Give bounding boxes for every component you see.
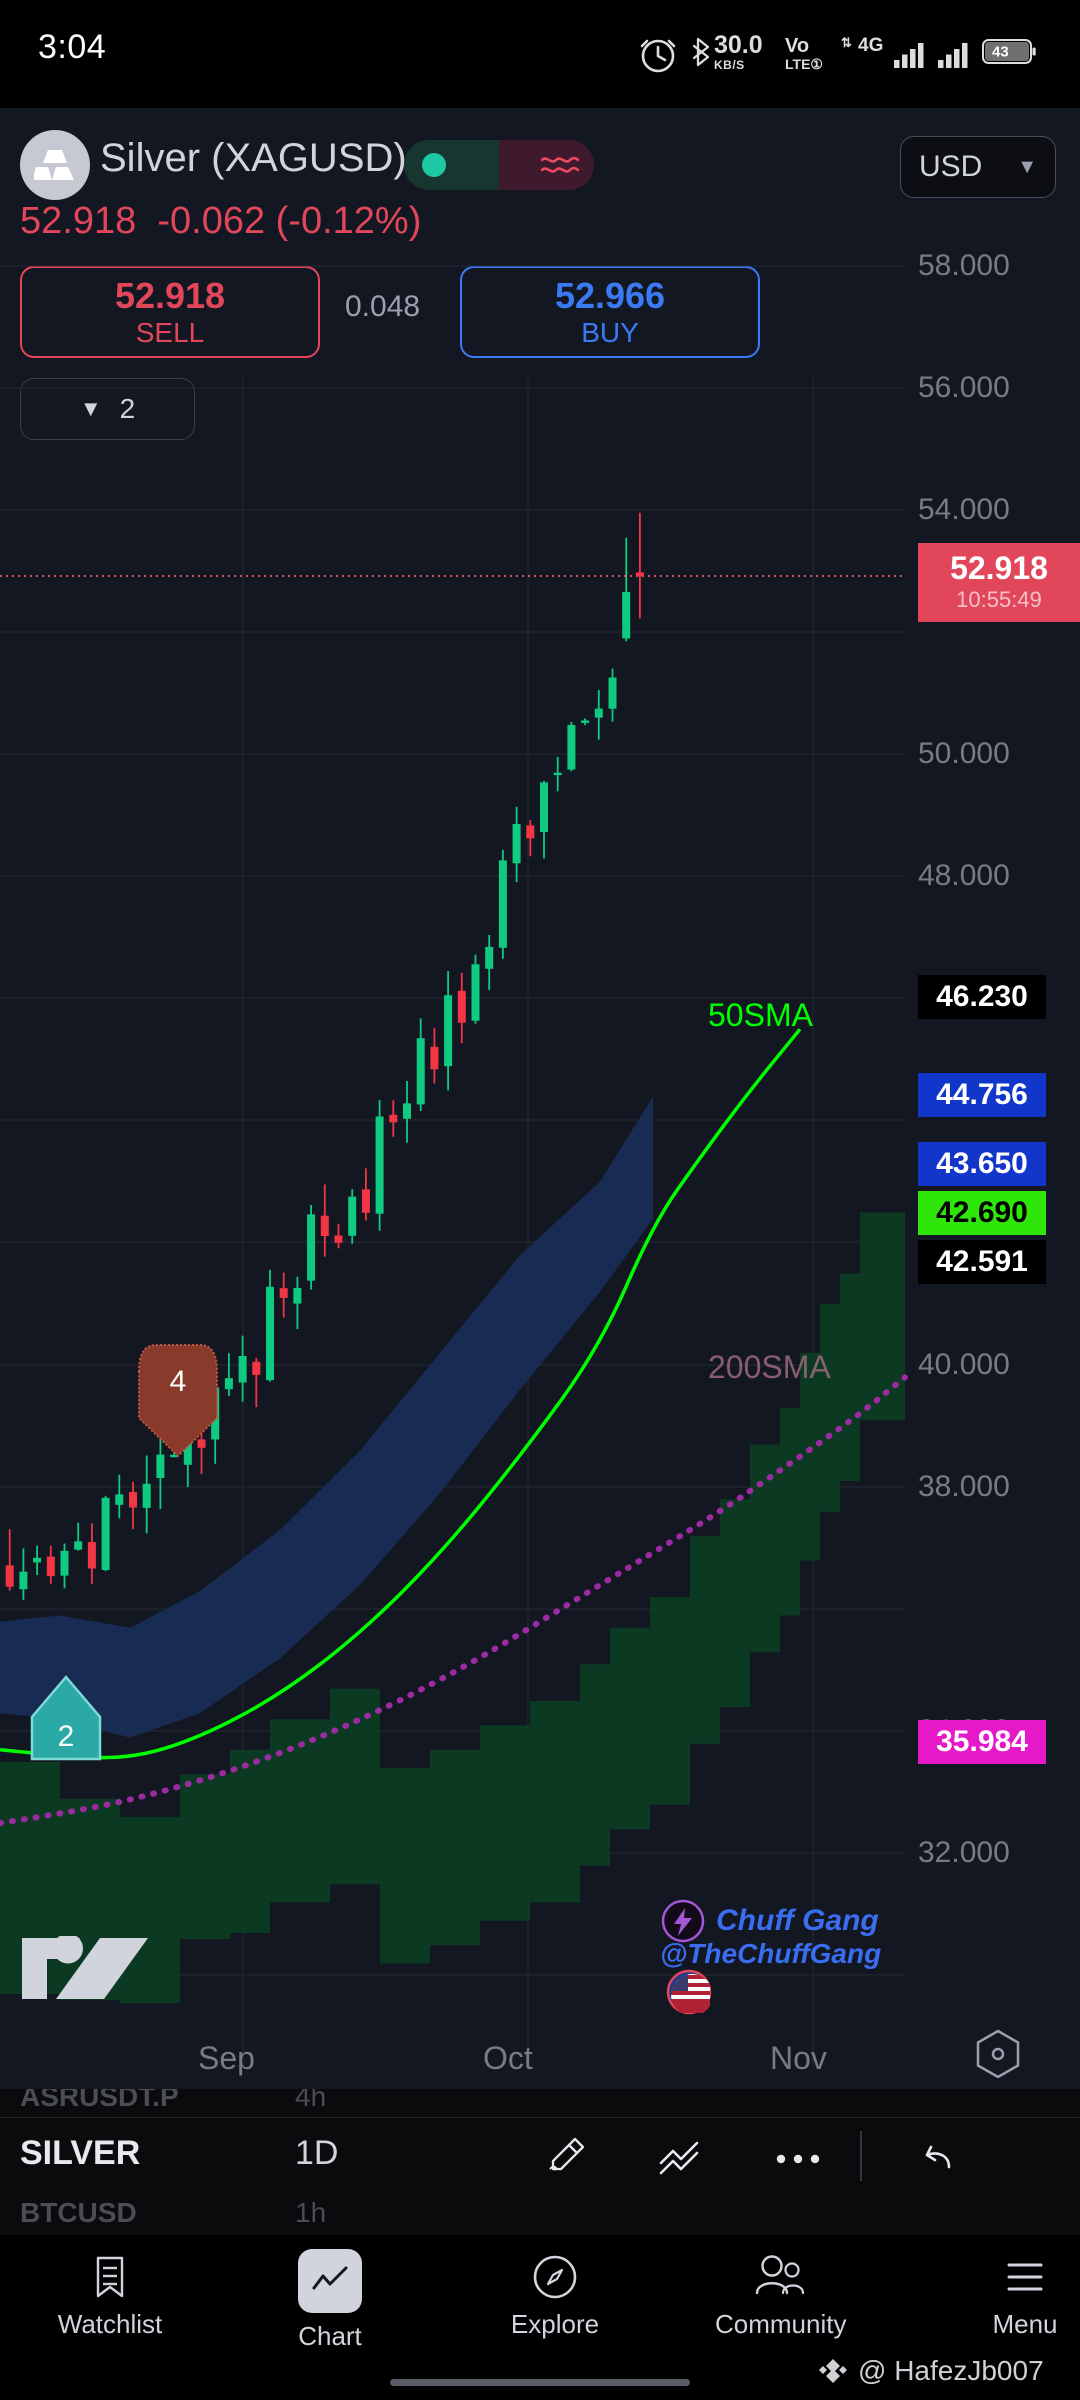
svg-text:KB/S: KB/S: [714, 58, 745, 72]
svg-text:30.0: 30.0: [714, 31, 763, 59]
svg-text:⇅: ⇅: [841, 35, 852, 50]
svg-text:LTE①: LTE①: [785, 56, 823, 72]
svg-text:43: 43: [992, 44, 1009, 61]
svg-text:Vo: Vo: [785, 35, 809, 57]
svg-text:4G: 4G: [858, 35, 883, 56]
